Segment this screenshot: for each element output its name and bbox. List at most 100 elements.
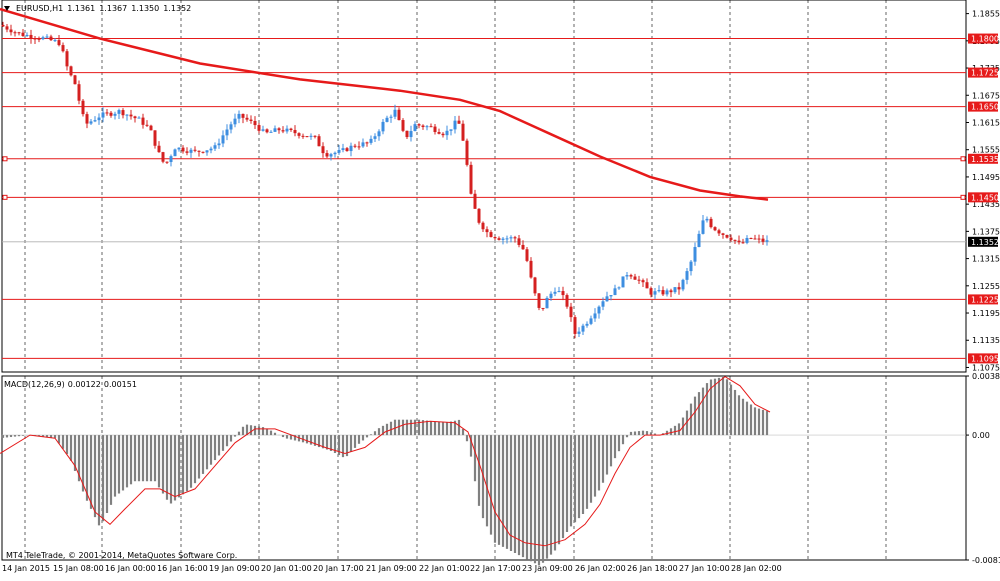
x-tick-label-11: 26 Jan 02:00 [575,564,626,573]
candle-body [301,135,305,137]
candle-body [721,233,725,235]
y-tick-label-7: 1.1435 [972,200,1000,209]
level-tag-label-1: 1.1725 [971,69,999,78]
candle-body [745,237,749,243]
x-tick-label-13: 27 Jan 10:00 [679,564,730,573]
candle-body [621,276,625,288]
candle-body [421,125,425,128]
candle-body [501,238,505,240]
candle-body [589,318,593,324]
open-price: 1.1361 [67,4,96,13]
candle-body [85,114,89,124]
candle-body [449,129,453,131]
candle-body [61,45,65,52]
candle-body [741,242,745,244]
candle-body [713,227,717,231]
candle-body [249,119,253,121]
candle-body [549,293,553,298]
candle-body [441,133,445,136]
y-tick-label-0: 1.1855 [972,10,1000,19]
main-panel-frame [1,0,967,373]
candle-body [73,75,77,85]
candle-body [529,260,533,278]
candle-body [21,32,25,37]
candle-body [329,154,333,157]
candle-body [69,66,73,76]
candle-body [697,233,701,248]
level-tag-label-0: 1.1800 [971,35,999,44]
candle-body [545,297,549,309]
y-tick-label-4: 1.1615 [972,118,1000,127]
candle-body [1,24,5,27]
candle-body [65,51,69,67]
candle-body [673,287,677,293]
candle-body [665,290,669,295]
y-tick-label-12: 1.1135 [972,336,1000,345]
candle-body [41,37,45,40]
candle-body [581,325,585,332]
level-tag-1 [968,67,998,78]
candle-body [205,150,209,153]
y-tick-label-5: 1.1555 [972,146,1000,155]
candle-body [49,36,53,41]
candle-body [749,237,753,239]
x-tick-label-4: 19 Jan 09:00 [209,564,260,573]
candle-body [717,230,721,234]
candle-body [705,218,709,221]
candle-body [533,277,537,294]
candle-body [361,142,365,147]
x-tick-label-5: 20 Jan 01:00 [261,564,312,573]
candle-body [693,247,697,262]
candle-body [345,148,349,152]
candle-body [393,109,397,117]
macd-main-value: 0.00122 [67,380,101,389]
candle-body [253,120,257,126]
candle-body [313,135,317,137]
candle-body [317,136,321,147]
macd-histogram-group [1,377,769,566]
x-tick-label-8: 22 Jan 01:00 [419,564,470,573]
candle-body [765,240,769,242]
candle-body [509,237,513,239]
candle-body [117,110,121,114]
candle-body [413,124,417,132]
candle-body [573,317,577,334]
candle-body [637,279,641,281]
level-anchor-left-4 [2,194,8,200]
candle-body [229,124,233,130]
candle-body [137,117,141,119]
candle-body [125,114,129,116]
candle-body [149,125,153,131]
candle-body [157,145,161,153]
candle-body [305,136,309,138]
candle-body [17,32,21,34]
candle-body [237,113,241,119]
candle-body [37,38,41,40]
candle-body [689,261,693,272]
level-tag-3 [968,153,998,164]
candle-body [109,112,113,116]
candle-body [661,290,665,295]
candle-body [477,208,481,223]
level-anchor-right-4 [960,194,966,200]
macd-signal-value: 0.00151 [103,380,137,389]
candle-body [385,117,389,122]
candle-body [165,161,169,163]
candle-body [293,129,297,134]
candle-body [537,293,541,308]
macd-header: MACD(12,26,9) 0.00122 0.00151 [4,380,137,389]
candle-body [185,151,189,153]
moving-average-line [0,7,769,201]
candle-body [337,150,341,153]
y-tick-label-6: 1.1495 [972,173,1000,182]
dropdown-triangle-icon[interactable] [4,6,10,11]
candle-body [377,131,381,137]
candle-body [201,151,205,153]
candle-body [497,238,501,240]
y-tick-label-10: 1.1255 [972,282,1000,291]
level-tag-label-5: 1.1225 [971,295,999,304]
candle-body [645,282,649,289]
candle-body [241,113,245,118]
candle-body [757,238,761,240]
